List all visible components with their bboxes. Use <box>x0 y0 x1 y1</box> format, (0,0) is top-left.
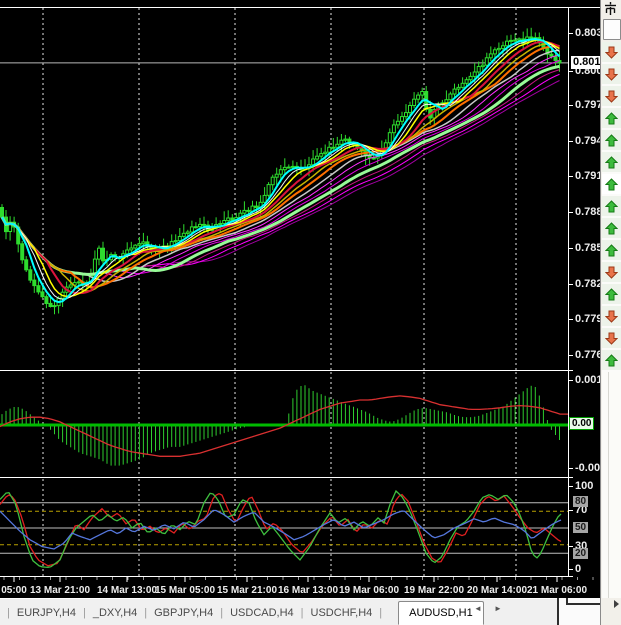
time-axis-label: 19 Mar 06:00 <box>339 585 399 596</box>
window-corner <box>559 598 600 625</box>
market-watch-row[interactable] <box>602 240 621 262</box>
time-axis-label: 19 Mar 22:00 <box>404 585 464 596</box>
chart-top-border <box>0 7 600 8</box>
axis-tick <box>568 141 573 142</box>
market-watch-row[interactable] <box>602 262 621 284</box>
chart-tab[interactable]: _DXY,H4 <box>92 606 138 619</box>
axis-tick <box>568 212 573 213</box>
time-axis-label: 15 Mar 05:00 <box>155 585 215 596</box>
current-price-label: 0.8010 <box>571 56 609 69</box>
axis-tick <box>568 468 573 469</box>
axis-tick <box>568 546 573 547</box>
chart-tab[interactable]: EURJPY,H4 <box>16 606 76 619</box>
market-watch-row[interactable] <box>602 108 621 130</box>
time-axis-label: 15 Mar 21:00 <box>217 585 277 596</box>
oscillator-axis-label: 0 <box>575 563 582 575</box>
tab-separator: | <box>300 606 304 619</box>
axis-tick <box>568 105 573 106</box>
axis-tick <box>568 176 573 177</box>
market-watch-panel <box>600 0 621 625</box>
chart-tab[interactable]: USDCHF,H4 <box>310 606 373 619</box>
chart-tab[interactable]: GBPJPY,H4 <box>154 606 214 619</box>
tabs-scroll-right-button[interactable]: ► <box>494 604 502 613</box>
time-axis-label: 05:00 <box>1 585 27 596</box>
price-axis[interactable]: 0.8035 0.8005 0.7975 0.7945 0.7915 0.7885 0.78… <box>566 0 618 597</box>
axis-tick <box>568 319 573 320</box>
tab-separator: | <box>82 606 86 619</box>
axis-tick <box>568 380 573 381</box>
market-watch-column-line <box>608 372 609 598</box>
axis-border <box>568 7 569 577</box>
market-watch-row[interactable] <box>602 64 621 86</box>
tab-separator: | <box>220 606 224 619</box>
chart-tab[interactable]: USDCAD,H4 <box>230 606 294 619</box>
axis-tick <box>568 33 573 34</box>
oscillator-level-value: 50 <box>573 522 589 533</box>
market-watch-lower-area <box>602 372 621 608</box>
time-axis[interactable]: 05:00 13 Mar 21:00 14 Mar 13:00 15 Mar 05:0… <box>0 577 600 597</box>
market-watch-row[interactable] <box>602 218 621 240</box>
market-watch-title <box>605 2 616 15</box>
axis-tick <box>568 355 573 356</box>
axis-tick <box>568 71 573 72</box>
axis-tick <box>568 284 573 285</box>
axis-tick <box>568 510 573 511</box>
macd-current-value: 0.00 <box>569 417 595 430</box>
market-watch-row[interactable] <box>602 350 621 372</box>
market-watch-row[interactable] <box>602 86 621 108</box>
macd-stoch-divider[interactable] <box>0 477 573 478</box>
chart-tab-active[interactable]: AUDUSD,H1 <box>398 600 484 625</box>
time-axis-label: 21 Mar 06:00 <box>527 585 587 596</box>
window-corner-edge-h <box>566 603 600 605</box>
market-watch-row[interactable] <box>602 328 621 350</box>
chart-tabs-bar: | EURJPY,H4 | _DXY,H4 | GBPJPY,H4 | USDCAD,H4 | U… <box>0 598 557 625</box>
window-corner-edge-step <box>566 598 568 605</box>
market-watch-row[interactable] <box>602 42 621 64</box>
window-corner-edge-v <box>557 598 559 625</box>
oscillator-level-value: 20 <box>573 548 589 559</box>
market-watch-row[interactable] <box>602 306 621 328</box>
market-watch-row[interactable] <box>602 174 621 196</box>
stochastic-panel[interactable] <box>0 479 568 576</box>
axis-tick <box>568 248 573 249</box>
time-axis-label: 13 Mar 21:00 <box>30 585 90 596</box>
market-watch-row[interactable] <box>602 152 621 174</box>
axis-tick <box>568 569 573 570</box>
tabs-scroll-left-button[interactable]: ◄ <box>474 604 482 613</box>
tab-separator: | <box>144 606 148 619</box>
macd-panel[interactable] <box>0 372 568 477</box>
price-panel[interactable] <box>0 8 568 370</box>
oscillator-level-value: 80 <box>573 496 589 507</box>
market-watch-scroll-right-icon[interactable] <box>614 600 619 608</box>
market-watch-header-cell[interactable] <box>603 19 621 40</box>
market-watch-row[interactable] <box>602 284 621 306</box>
tab-separator: | <box>7 606 10 619</box>
oscillator-axis-label: 100 <box>575 480 594 492</box>
time-axis-label: 20 Mar 14:00 <box>467 585 527 596</box>
main-macd-divider[interactable] <box>0 370 573 371</box>
axis-tick <box>568 486 573 487</box>
time-axis-label: 14 Mar 13:00 <box>97 585 157 596</box>
time-axis-label: 16 Mar 13:00 <box>278 585 338 596</box>
oscillator-axis-label: 70 <box>575 504 588 516</box>
market-watch-row[interactable] <box>602 196 621 218</box>
market-watch-row[interactable] <box>602 130 621 152</box>
stoch-bottom-border <box>0 576 573 577</box>
tab-separator: | <box>379 606 383 619</box>
